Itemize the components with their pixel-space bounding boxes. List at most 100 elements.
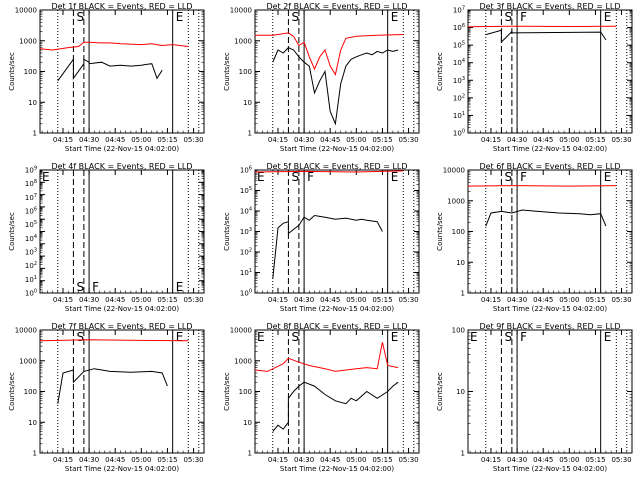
- x-tick-label: 05:15: [157, 296, 177, 304]
- x-tick-label: 04:45: [105, 136, 125, 144]
- y-tick-label: 10: [243, 419, 252, 427]
- event-marker-label: E: [604, 10, 612, 24]
- y-tick-label: 10000: [15, 7, 37, 15]
- y-axis-label: Counts/sec: [223, 372, 231, 411]
- plot-frame: [254, 169, 420, 294]
- y-tick-label: 104: [25, 234, 37, 243]
- y-tick-label: 1000: [19, 357, 37, 365]
- lld-series-line: [255, 32, 404, 76]
- x-axis-label: Start Time (22-Nov-15 04:02:00): [65, 465, 179, 473]
- events-series-line: [272, 214, 383, 279]
- events-series-line: [57, 368, 168, 404]
- y-tick-label: 103: [240, 227, 252, 236]
- x-tick-label: 04:30: [507, 456, 527, 464]
- panel-title: Det 3f BLACK = Events, RED = LLD: [479, 2, 620, 11]
- x-tick-label: 05:30: [183, 456, 203, 464]
- x-tick-label: 05:30: [183, 296, 203, 304]
- x-tick-label: 04:30: [294, 296, 314, 304]
- y-tick-label: 100: [452, 327, 465, 335]
- x-tick-label: 05:15: [585, 136, 605, 144]
- x-tick-label: 04:15: [53, 296, 73, 304]
- plot-frame: [39, 329, 205, 454]
- plot-frame: [467, 169, 633, 294]
- detector-panel: Det 3f BLACK = Events, RED = LLD 100 101 10…: [436, 2, 633, 153]
- y-tick-label: 103: [453, 76, 465, 85]
- y-tick-label: 1: [248, 450, 252, 458]
- lld-series-line: [39, 339, 189, 342]
- event-marker-label: E: [391, 170, 399, 184]
- detector-panel: Det 2f BLACK = Events, RED = LLD 1 10 100 10…: [223, 2, 420, 153]
- plot-frame: [254, 329, 420, 454]
- y-tick-label: 10: [456, 388, 465, 396]
- y-tick-label: 105: [25, 220, 37, 229]
- x-tick-label: 04:15: [53, 136, 73, 144]
- y-tick-label: 104: [453, 58, 465, 67]
- x-tick-label: 04:45: [533, 456, 553, 464]
- x-tick-label: 05:30: [183, 136, 203, 144]
- x-tick-label: 04:15: [481, 456, 501, 464]
- x-tick-label: 04:15: [268, 296, 288, 304]
- event-marker-label: E: [391, 330, 399, 344]
- lld-series-line: [254, 342, 399, 372]
- detector-panel: Det 5f BLACK = Events, RED = LLD 100 101 10…: [223, 162, 420, 313]
- y-tick-label: 10000: [443, 167, 465, 175]
- y-tick-label: 100: [239, 388, 252, 396]
- plot-frame: [39, 169, 205, 294]
- y-axis-label: Counts/sec: [8, 212, 16, 251]
- x-tick-label: 04:15: [268, 456, 288, 464]
- x-tick-label: 04:45: [105, 456, 125, 464]
- y-axis-label: Counts/sec: [436, 372, 444, 411]
- x-tick-label: 05:15: [585, 456, 605, 464]
- x-tick-label: 04:45: [105, 296, 125, 304]
- event-marker-label: S: [505, 170, 513, 184]
- x-tick-label: 05:30: [611, 456, 631, 464]
- y-tick-label: 100: [453, 129, 465, 138]
- event-marker-label: E: [604, 170, 612, 184]
- detector-panel: Det 6f BLACK = Events, RED = LLD 1 10 100 10…: [436, 162, 633, 313]
- y-tick-label: 103: [25, 248, 37, 257]
- x-tick-label: 05:30: [611, 296, 631, 304]
- panel-title: Det 7f BLACK = Events, RED = LLD: [51, 322, 192, 331]
- y-tick-label: 100: [24, 68, 37, 76]
- y-tick-label: 10000: [15, 327, 37, 335]
- event-marker-label: E: [470, 330, 478, 344]
- x-tick-label: 04:15: [53, 456, 73, 464]
- x-axis-label: Start Time (22-Nov-15 04:02:00): [65, 145, 179, 153]
- panel-title: Det 6f BLACK = Events, RED = LLD: [479, 162, 620, 171]
- y-axis-label: Counts/sec: [223, 212, 231, 251]
- x-tick-label: 04:45: [533, 296, 553, 304]
- event-marker-label: E: [176, 330, 184, 344]
- event-marker-label: S: [292, 170, 300, 184]
- x-tick-label: 05:00: [346, 296, 366, 304]
- y-tick-label: 101: [25, 275, 37, 284]
- x-tick-label: 05:00: [131, 296, 151, 304]
- y-tick-label: 1: [33, 130, 37, 138]
- event-marker-label: E: [257, 330, 265, 344]
- x-tick-label: 04:45: [320, 456, 340, 464]
- panel-title: Det 4f BLACK = Events, RED = LLD: [51, 162, 192, 171]
- x-tick-label: 05:15: [157, 456, 177, 464]
- event-marker-label: S: [292, 10, 300, 24]
- x-tick-label: 05:15: [372, 136, 392, 144]
- y-tick-label: 1000: [19, 37, 37, 45]
- x-tick-label: 05:15: [372, 296, 392, 304]
- x-tick-label: 05:30: [398, 136, 418, 144]
- y-tick-label: 1: [461, 450, 465, 458]
- y-tick-label: 102: [453, 93, 465, 102]
- y-tick-label: 10: [28, 419, 37, 427]
- x-axis-label: Start Time (22-Nov-15 04:02:00): [280, 145, 394, 153]
- y-tick-label: 1000: [234, 37, 252, 45]
- detector-panel: Det 7f BLACK = Events, RED = LLD 1 10 100 10…: [8, 322, 205, 473]
- event-marker-label: S: [77, 280, 85, 294]
- lld-series-line: [39, 41, 189, 51]
- x-tick-label: 05:15: [372, 456, 392, 464]
- y-tick-label: 106: [240, 166, 252, 175]
- event-marker-label: F: [520, 330, 527, 344]
- x-tick-label: 05:00: [559, 136, 579, 144]
- event-marker-label: E: [176, 10, 184, 24]
- panel-title: Det 8f BLACK = Events, RED = LLD: [266, 322, 407, 331]
- y-tick-label: 100: [239, 68, 252, 76]
- events-series-line: [485, 209, 607, 227]
- y-tick-label: 104: [240, 207, 252, 216]
